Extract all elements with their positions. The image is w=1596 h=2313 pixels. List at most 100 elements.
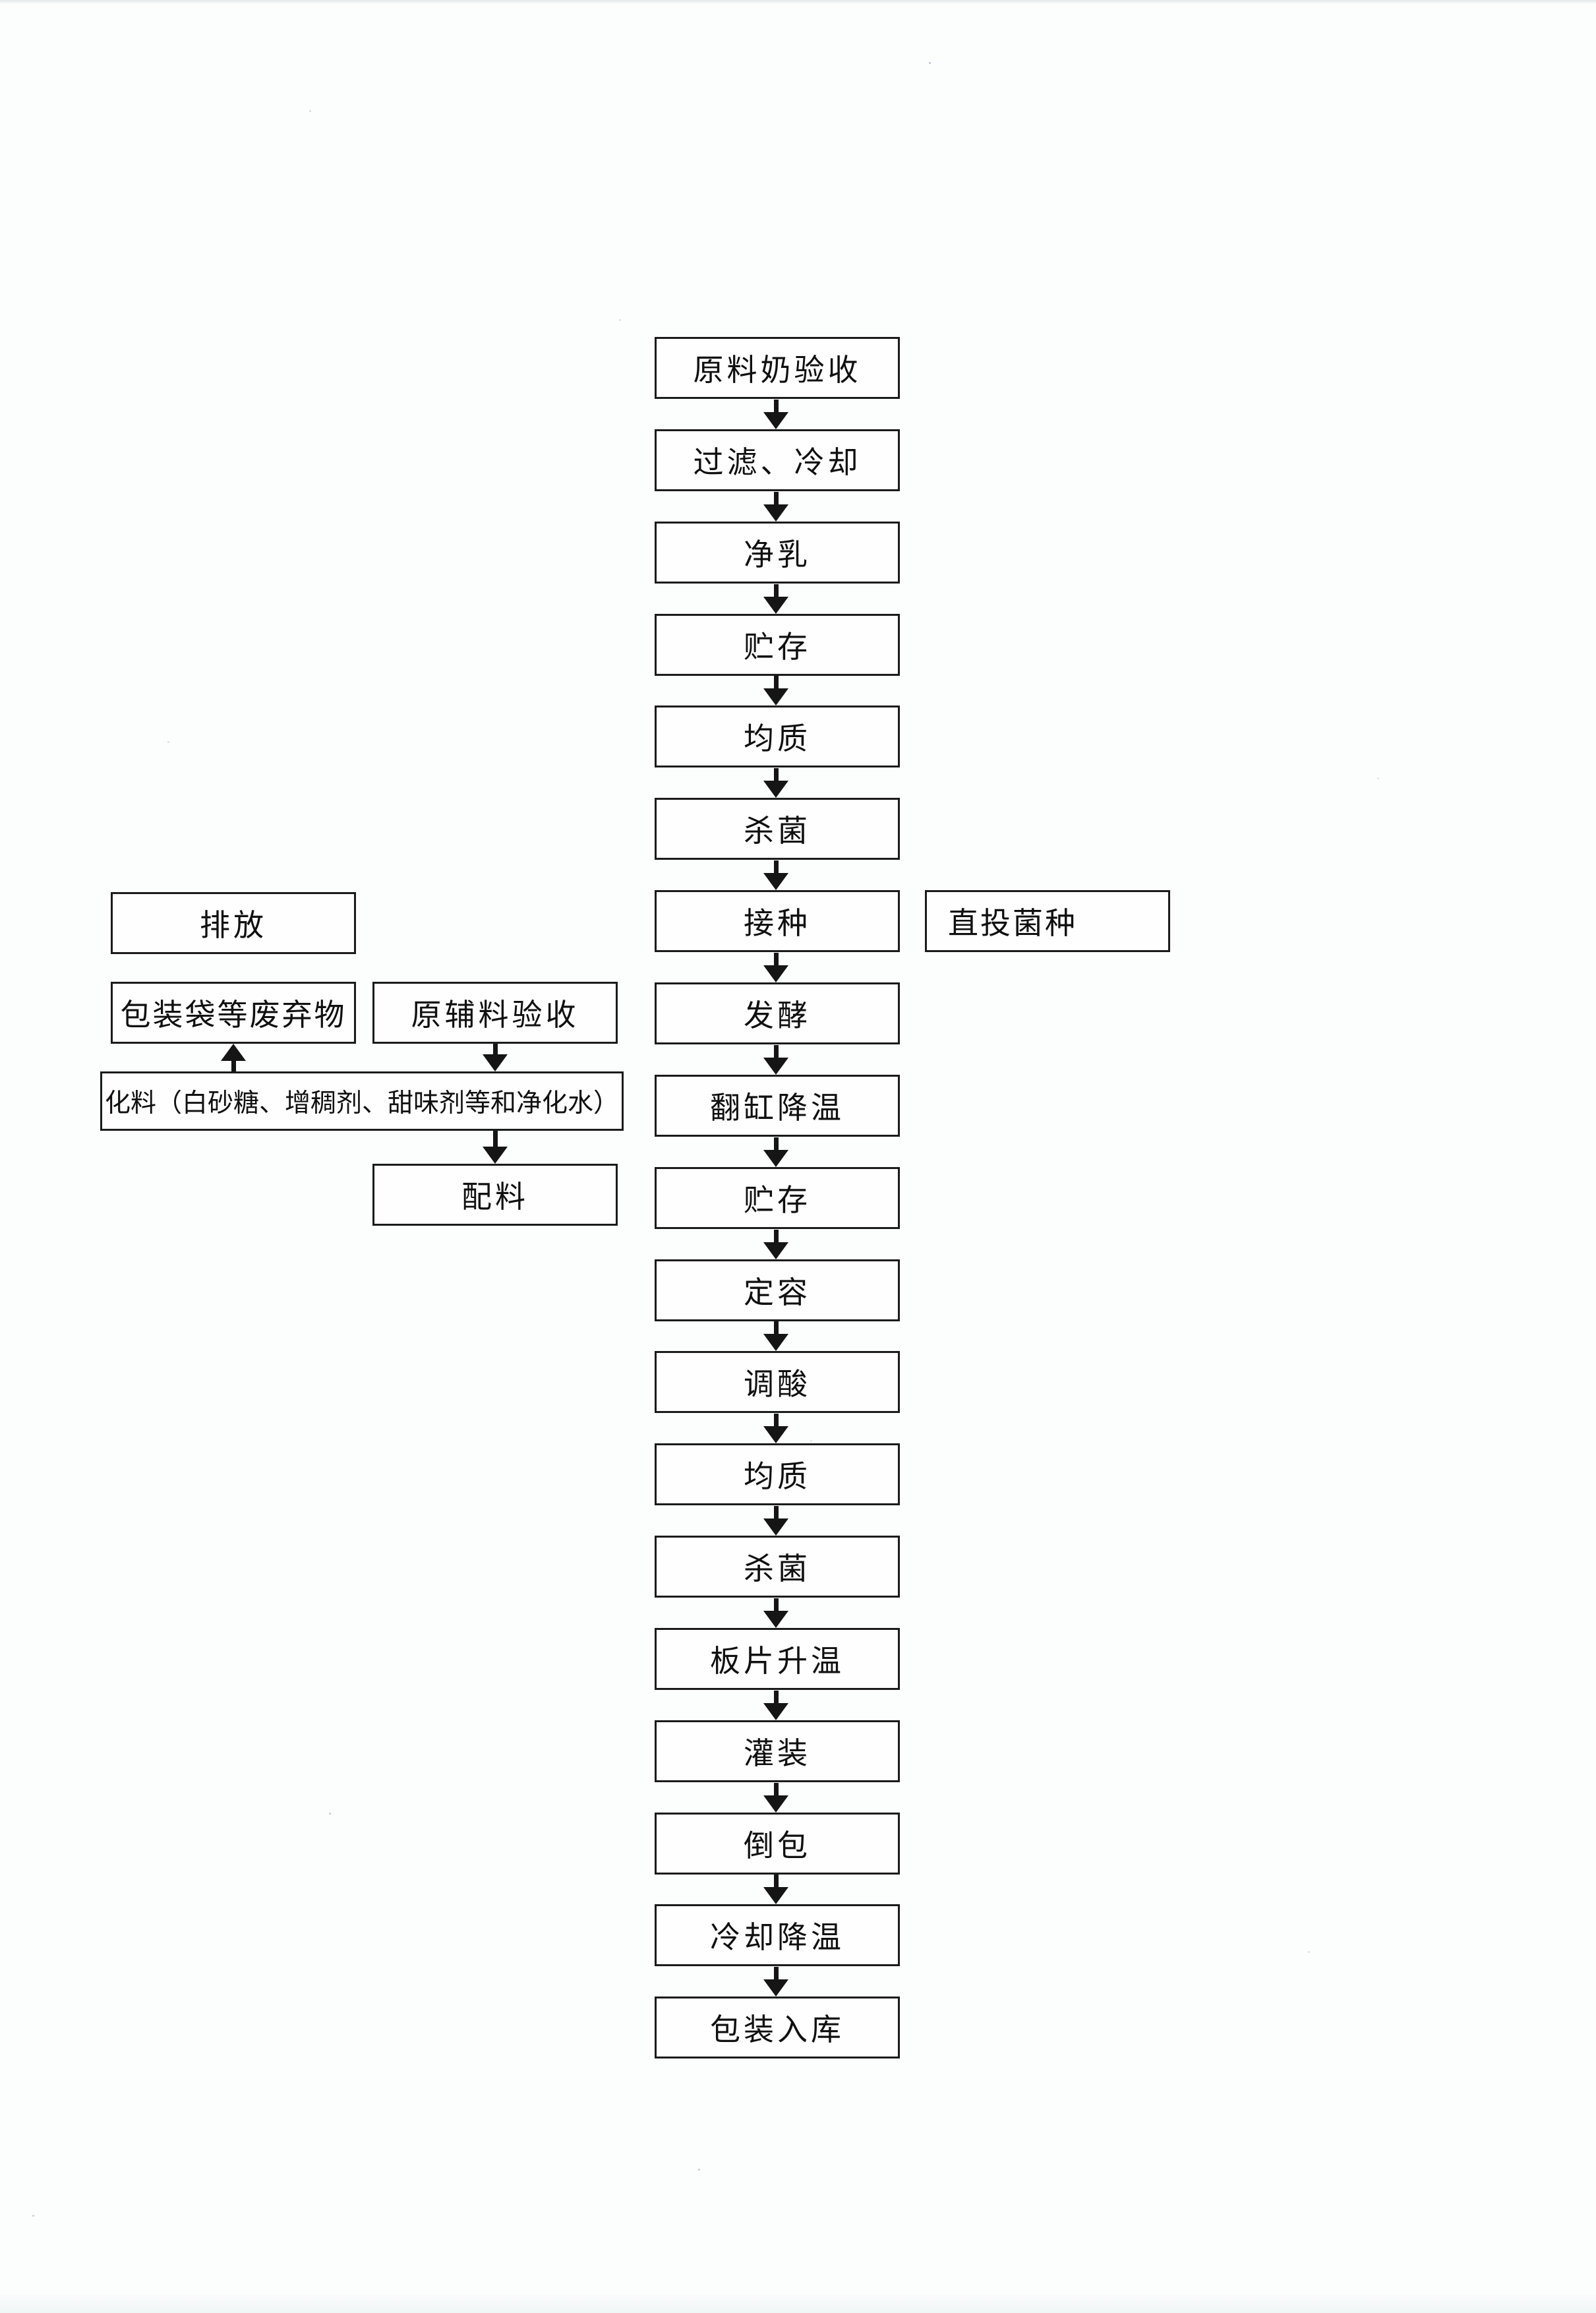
flow-box-label: 配料	[461, 1180, 529, 1214]
arrow-stem	[773, 1691, 779, 1703]
flow-step-3: 净乳	[655, 522, 900, 584]
arrow-head	[763, 1611, 788, 1628]
arrow-down-icon	[763, 676, 788, 706]
flow-step-label: 原料奶验收	[693, 353, 862, 387]
flow-step-label: 过滤、冷却	[693, 446, 862, 479]
arrow-down-icon	[483, 1131, 508, 1164]
flow-box-packaging-waste: 包装袋等废弃物	[111, 982, 356, 1044]
arrow-stem	[492, 1044, 498, 1054]
flow-step-label: 杀菌	[744, 814, 811, 848]
arrow-down-icon	[763, 1230, 788, 1259]
flow-step-14: 杀菌	[655, 1536, 900, 1598]
flow-step-4: 贮存	[655, 614, 900, 676]
flow-step-label: 贮存	[744, 630, 811, 664]
arrow-down-icon	[763, 860, 788, 890]
arrow-head	[763, 1703, 788, 1720]
arrow-stem	[773, 1875, 779, 1887]
flow-step-7: 接种	[655, 890, 900, 952]
flow-step-label: 板片升温	[710, 1644, 844, 1678]
arrow-head	[763, 1150, 788, 1167]
flow-step-12: 调酸	[655, 1351, 900, 1413]
scan-edge-artifact-top	[0, 0, 1596, 4]
arrow-head	[763, 1795, 788, 1813]
flow-step-8: 发酵	[655, 982, 900, 1044]
arrow-stem	[773, 768, 779, 781]
flow-step-16: 灌装	[655, 1720, 900, 1782]
arrow-stem	[773, 492, 779, 504]
arrow-head	[763, 873, 788, 890]
flow-box-dissolving-materials: 化料（白砂糖、增稠剂、甜味剂等和净化水）	[100, 1071, 624, 1131]
flow-step-13: 均质	[655, 1443, 900, 1505]
arrow-head	[763, 504, 788, 522]
arrow-head	[763, 1887, 788, 1904]
arrow-down-icon	[763, 492, 788, 522]
arrow-stem	[773, 1321, 779, 1334]
flow-step-label: 杀菌	[744, 1552, 811, 1586]
arrow-stem	[773, 1506, 779, 1518]
flow-box-batching: 配料	[372, 1164, 618, 1226]
flow-step-1: 原料奶验收	[655, 337, 900, 399]
arrow-up-icon	[221, 1044, 246, 1071]
arrow-down-icon	[763, 1598, 788, 1628]
arrow-stem	[773, 1967, 779, 1979]
arrow-head	[763, 412, 788, 429]
flow-step-label: 发酵	[744, 999, 811, 1033]
scan-edge-artifact-bottom	[0, 2293, 1596, 2313]
flow-box-label: 化料（白砂糖、增稠剂、甜味剂等和净化水）	[104, 1089, 619, 1118]
flow-box-label: 包装袋等废弃物	[120, 998, 347, 1032]
arrow-stem	[773, 860, 779, 873]
arrow-stem	[231, 1061, 236, 1071]
arrow-head	[763, 1334, 788, 1351]
flow-step-2: 过滤、冷却	[655, 429, 900, 491]
arrow-head	[763, 781, 788, 798]
flow-step-15: 板片升温	[655, 1628, 900, 1690]
flow-step-label: 灌装	[744, 1737, 811, 1770]
flow-box-direct-vat-culture: 直投菌种	[925, 890, 1170, 952]
arrow-stem	[773, 1783, 779, 1795]
arrow-stem	[773, 1045, 779, 1058]
flow-step-label: 净乳	[744, 538, 811, 572]
arrow-head	[221, 1044, 246, 1061]
arrow-stem	[773, 953, 779, 965]
flow-step-label: 翻缸降温	[710, 1091, 844, 1125]
arrow-head	[763, 1979, 788, 1997]
flow-step-17: 倒包	[655, 1813, 900, 1875]
arrow-stem	[773, 1598, 779, 1611]
arrow-down-icon	[763, 1506, 788, 1536]
arrow-down-icon	[763, 1967, 788, 1997]
flow-step-label: 均质	[744, 722, 811, 756]
arrow-down-icon	[763, 1783, 788, 1813]
flow-step-label: 倒包	[744, 1829, 811, 1863]
arrow-down-icon	[483, 1044, 508, 1071]
flow-step-label: 贮存	[744, 1184, 811, 1217]
arrow-down-icon	[763, 1875, 788, 1904]
flow-step-11: 定容	[655, 1259, 900, 1321]
arrow-down-icon	[763, 1414, 788, 1443]
flow-box-label: 排放	[200, 909, 267, 942]
arrow-head	[483, 1147, 508, 1164]
arrow-stem	[773, 1137, 779, 1150]
arrow-head	[483, 1054, 508, 1071]
flow-step-label: 冷却降温	[710, 1921, 844, 1954]
arrow-stem	[773, 676, 779, 688]
arrow-down-icon	[763, 1321, 788, 1351]
arrow-head	[763, 1058, 788, 1075]
arrow-down-icon	[763, 1045, 788, 1075]
arrow-head	[763, 1426, 788, 1443]
flow-step-5: 均质	[655, 706, 900, 767]
arrow-head	[763, 1242, 788, 1259]
flow-step-label: 调酸	[744, 1367, 811, 1401]
arrow-head	[763, 1518, 788, 1536]
flow-box-label: 原辅料验收	[411, 998, 579, 1032]
arrow-stem	[773, 1414, 779, 1426]
arrow-down-icon	[763, 1691, 788, 1720]
arrow-stem	[773, 1230, 779, 1242]
arrow-stem	[773, 400, 779, 412]
flow-step-6: 杀菌	[655, 798, 900, 860]
flow-step-10: 贮存	[655, 1167, 900, 1229]
arrow-down-icon	[763, 953, 788, 982]
arrow-down-icon	[763, 400, 788, 429]
arrow-head	[763, 597, 788, 614]
arrow-down-icon	[763, 768, 788, 798]
